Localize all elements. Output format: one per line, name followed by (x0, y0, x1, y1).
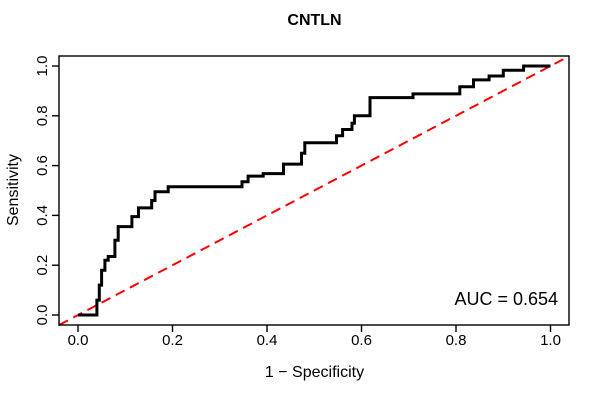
x-tick-label: 1.0 (540, 332, 561, 349)
y-tick-label: 0.2 (34, 255, 51, 276)
auc-annotation: AUC = 0.654 (454, 289, 558, 309)
y-tick-label: 1.0 (34, 56, 51, 77)
x-tick-label: 0.2 (162, 332, 183, 349)
y-tick-label: 0.0 (34, 305, 51, 326)
x-tick-label: 0.8 (446, 332, 467, 349)
y-tick-label: 0.8 (34, 105, 51, 126)
x-axis-label: 1 − Specificity (264, 364, 365, 381)
roc-curve-line (78, 64, 551, 317)
x-tick-label: 0.6 (351, 332, 372, 349)
plot-border (58, 55, 570, 326)
y-axis-label: Sensitivity (5, 153, 22, 227)
chance-diagonal-line (58, 55, 570, 326)
plot-title: CNTLN (287, 12, 342, 29)
x-tick-label: 0.0 (68, 332, 89, 349)
y-tick-label: 0.4 (34, 205, 51, 226)
x-tick-label: 0.4 (257, 332, 278, 349)
y-tick-label: 0.6 (34, 155, 51, 176)
